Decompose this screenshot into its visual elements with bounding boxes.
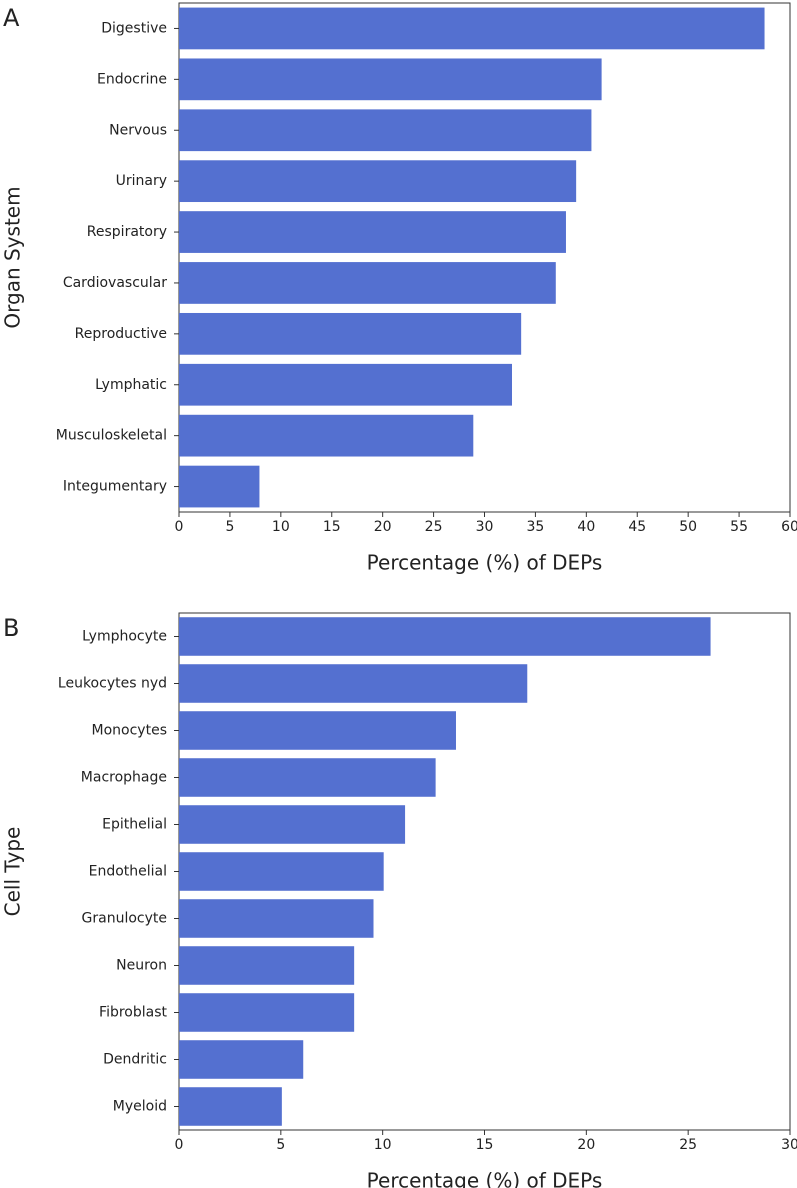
y-tick-label: Granulocyte [82,911,167,927]
y-tick-label: Reproductive [75,326,167,342]
bar [179,7,765,50]
bar [179,946,355,985]
x-tick-label: 30 [781,1137,797,1153]
bar [179,711,456,750]
y-tick-label: Endocrine [97,71,167,87]
x-tick-label: 60 [781,519,797,535]
bar [179,1087,282,1126]
bar [179,805,406,844]
y-tick-label: Nervous [109,122,167,138]
x-axis-label: Percentage (%) of DEPs [367,551,603,575]
panel-label: A [3,4,20,32]
y-tick-label: Musculoskeletal [56,428,167,444]
y-tick-label: Cardiovascular [63,275,167,291]
bar [179,414,474,457]
bar [179,899,374,938]
x-tick-label: 0 [175,1137,184,1153]
y-tick-label: Integumentary [63,479,167,495]
bar [179,363,512,406]
bar [179,852,384,891]
x-tick-label: 15 [476,1137,494,1153]
bar [179,465,260,508]
bar [179,758,436,797]
x-tick-label: 50 [679,519,697,535]
x-tick-label: 45 [628,519,646,535]
bar [179,109,592,152]
x-tick-label: 55 [730,519,748,535]
y-tick-label: Macrophage [81,770,167,786]
bar [179,160,577,203]
bar [179,211,566,253]
bar [179,312,522,355]
panel-label: B [3,614,19,642]
y-tick-label: Lymphocyte [82,629,167,645]
y-tick-label: Dendritic [103,1052,167,1068]
x-tick-label: 10 [272,519,290,535]
x-tick-label: 20 [374,519,392,535]
y-tick-label: Leukocytes nyd [58,676,167,692]
y-axis-label: Cell Type [1,827,25,917]
x-tick-label: 35 [527,519,545,535]
x-tick-label: 40 [577,519,595,535]
y-tick-label: Epithelial [102,817,167,833]
y-tick-label: Endothelial [89,864,167,880]
bar [179,1040,304,1079]
bar [179,993,355,1032]
x-tick-label: 5 [225,519,234,535]
x-tick-label: 25 [679,1137,697,1153]
x-axis-label: Percentage (%) of DEPs [367,1169,603,1188]
y-tick-label: Fibroblast [99,1005,167,1021]
y-tick-label: Digestive [101,20,167,36]
y-axis-label: Organ System [1,186,25,328]
x-tick-label: 0 [175,519,184,535]
bar [179,58,602,101]
bar [179,617,711,656]
x-tick-label: 25 [425,519,443,535]
y-tick-label: Lymphatic [95,377,167,393]
y-tick-label: Monocytes [92,723,167,739]
x-tick-label: 5 [276,1137,285,1153]
x-tick-label: 10 [374,1137,392,1153]
y-tick-label: Neuron [116,958,167,974]
y-tick-label: Urinary [116,173,167,189]
y-tick-label: Myeloid [113,1099,167,1115]
x-tick-label: 15 [323,519,341,535]
y-tick-label: Respiratory [87,224,167,240]
x-tick-label: 30 [476,519,494,535]
bar [179,262,556,304]
x-tick-label: 20 [577,1137,595,1153]
bar [179,664,528,703]
